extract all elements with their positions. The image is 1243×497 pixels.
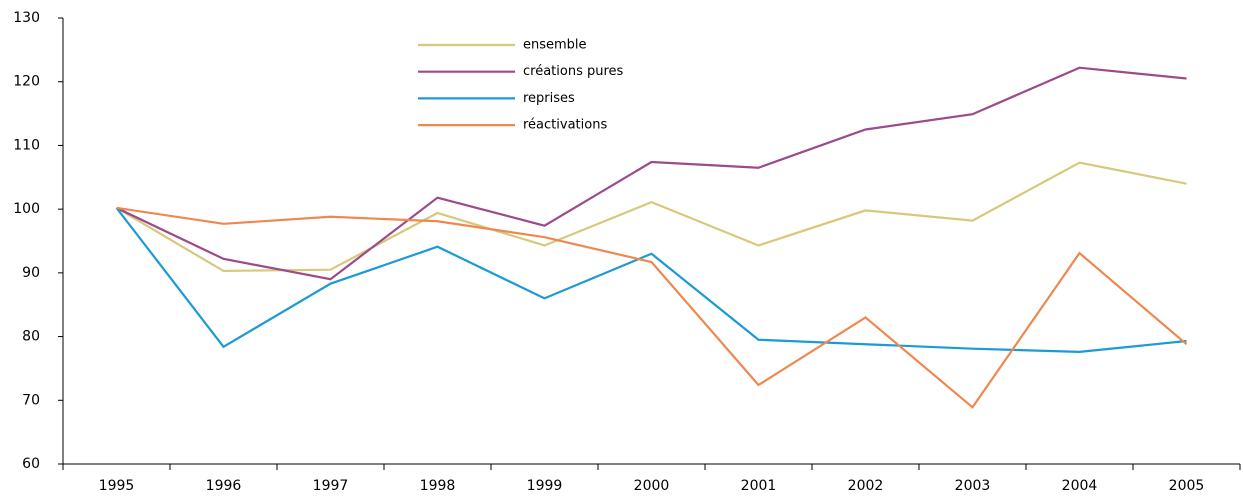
x-tick-label: 1998 [420, 478, 456, 494]
y-tick-label: 130 [13, 10, 40, 26]
x-tick-label: 2003 [955, 478, 991, 494]
series-line [115, 161, 1187, 273]
y-tick-label: 110 [13, 137, 40, 153]
x-tick-label: 1995 [99, 478, 135, 494]
y-tick-label: 90 [22, 265, 40, 281]
series-line [115, 207, 1187, 353]
x-tick-label: 2005 [1169, 478, 1205, 494]
x-tick-label: 2001 [741, 478, 777, 494]
legend-label: créations pures [523, 64, 624, 79]
y-tick-label: 70 [22, 392, 40, 408]
x-tick-label: 2004 [1062, 478, 1098, 494]
series-line [116, 66, 1187, 281]
y-tick-label: 60 [22, 456, 40, 472]
legend-label: reprises [523, 91, 575, 106]
y-tick-label: 100 [13, 201, 40, 217]
legend-label: ensemble [523, 38, 587, 53]
x-tick-label: 2000 [634, 478, 670, 494]
x-tick-label: 1999 [527, 478, 563, 494]
x-tick-label: 1997 [313, 478, 349, 494]
x-tick-label: 2002 [848, 478, 884, 494]
legend-label: réactivations [523, 118, 607, 133]
x-tick-label: 1996 [206, 478, 242, 494]
series-line [116, 206, 1188, 409]
y-tick-label: 80 [22, 329, 40, 345]
y-tick-label: 120 [13, 74, 40, 90]
